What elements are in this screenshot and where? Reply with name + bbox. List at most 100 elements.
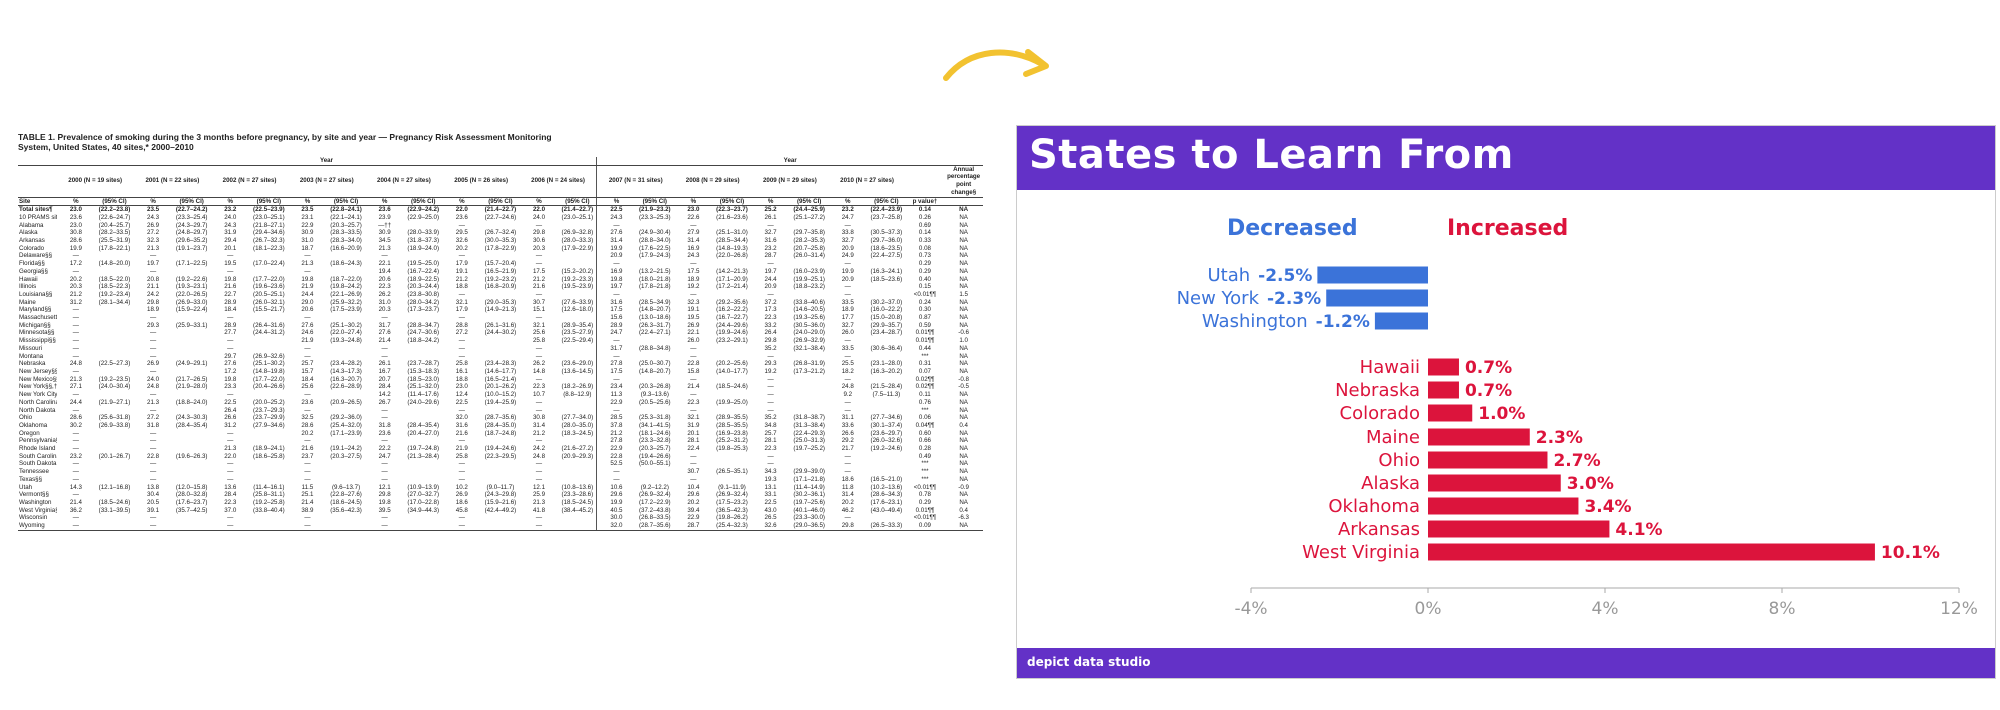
table-cell: (15.9–21.6)	[484, 498, 517, 506]
table-cell: 20.7	[378, 375, 391, 383]
table-cell: -0.5	[958, 383, 969, 391]
category-label: Oklahoma	[1328, 496, 1420, 517]
table-cell: 33.8	[841, 229, 854, 237]
table-cell: (23.8–30.8)	[407, 290, 440, 298]
table-cell: NA	[959, 445, 968, 453]
table-pvalue-header: p value†	[905, 197, 945, 207]
table-cell: —	[535, 252, 543, 260]
table-cell: —	[690, 452, 697, 460]
table-row: Texas§§ — — — — — — — — — 19.3 (17.1–21.8) 18.6 (16.5…	[18, 475, 983, 484]
table-cell: 18.9	[687, 275, 700, 283]
table-cell: (29.6–35.2)	[175, 237, 208, 245]
table-cell: 24.0	[147, 375, 160, 383]
table-cell: (20.1–26.7)	[98, 452, 131, 460]
table-cell: (25.1–30.2)	[330, 321, 362, 329]
table-cell: (24.7–30.6)	[407, 329, 440, 337]
table-cell: (19.3–23.1)	[175, 283, 208, 291]
table-cell: 23.9	[378, 213, 391, 221]
table-cell	[172, 345, 211, 353]
table-cell: —	[458, 290, 465, 298]
table-cell: (26.8–33.5)	[638, 514, 671, 522]
table-cell: (29.0–36.5)	[789, 522, 829, 531]
table-cell: (19.5–23.9)	[561, 283, 594, 291]
table-cell: 31.9	[687, 421, 700, 429]
table-cell: (31.3–38.4)	[793, 421, 825, 429]
table-cell: 22.0	[532, 206, 546, 214]
table-row: South Dakota Tribal§§,§§§ — — — — — — — 52.5(50.…	[18, 460, 983, 469]
table-row: Rhode Island — — 21.3 (18.9–24.1) 21.6 (19.1–2…	[18, 445, 983, 453]
table-cell: NA	[959, 283, 968, 291]
table-cell: 10.7	[532, 391, 546, 399]
table-cell: —	[844, 337, 851, 345]
table-cell: —	[535, 375, 543, 383]
table-cell: (25.1–30.2)	[253, 360, 285, 368]
table-cell: (21.3–28.4)	[407, 452, 440, 460]
x-tick-label: 0%	[1415, 599, 1442, 619]
table-cell	[481, 314, 520, 322]
table-cell: (23.7–29.3)	[253, 406, 285, 414]
table-cell: 17.2	[224, 367, 237, 375]
table-cell: (20.0–25.2)	[253, 398, 285, 406]
bar-alaska	[1428, 474, 1561, 492]
table-cell: —	[844, 398, 851, 406]
table-cell	[95, 391, 134, 399]
table-cell: (23.7–25.8)	[870, 213, 903, 221]
table-cell: 29.7	[224, 352, 237, 360]
table-cell: 20.9	[764, 283, 777, 291]
data-label: 4.1%	[1615, 520, 1662, 540]
table-site-cell: Louisiana§§	[19, 290, 53, 298]
table-cell: 0.87	[918, 314, 931, 322]
table-cell: 24.4	[301, 290, 314, 298]
table-cell: 35.2	[764, 414, 777, 422]
table-cell: (18.9–24.1)	[253, 445, 285, 453]
bar-ohio	[1428, 451, 1548, 469]
legend-decreased: Decreased	[1227, 216, 1358, 241]
table-cell: —	[381, 475, 388, 483]
table-cell: 23.5	[147, 206, 160, 214]
table-cell: 33.2	[764, 321, 777, 329]
table-site-cell: Rhode Island	[19, 445, 56, 453]
table-cell: (17.6–22.5)	[638, 244, 671, 252]
table-cell: (10.2–13.6)	[870, 483, 903, 491]
table-cell	[713, 353, 752, 361]
table-apc-header: Annual percentage point change§	[944, 165, 983, 198]
table-cell: (16.5–21.4)	[484, 375, 517, 383]
table-cell: (20.9–29.3)	[561, 452, 594, 460]
table-cell	[172, 522, 211, 531]
table-cell	[558, 468, 597, 476]
table-cell	[250, 314, 289, 322]
table-cell: 23.6	[378, 429, 391, 437]
table-cell: —	[227, 475, 234, 483]
table-cell: 20.2	[69, 275, 82, 283]
table-cell: (14.8–19.8)	[253, 367, 285, 375]
table-cell: (10.8–13.6)	[561, 483, 594, 491]
table-cell: (23.4–28.3)	[484, 360, 517, 368]
table-cell: 25.8	[455, 452, 468, 460]
table-cell: (19.8–24.2)	[330, 283, 362, 291]
table-cell: 16.9	[687, 244, 700, 252]
table-cell: (25.8–31.1)	[253, 491, 285, 499]
table-year-2008: 2008 (N = 29 sites)	[674, 165, 752, 198]
data-label: 3.4%	[1584, 497, 1631, 517]
table-row: Mississippi§§ — — — 21.9 (19.3–24.8) 21.4 (18.8…	[18, 337, 983, 345]
table-row: Pennsylvania§§ — — — — — — — 27.8(23.3–32.8) 28.1…	[18, 437, 983, 446]
table-cell: (10.9–13.9)	[407, 483, 440, 491]
table-cell	[636, 353, 675, 361]
bar-arkansas	[1428, 520, 1610, 538]
table-cell: (26.9–33.8)	[98, 421, 131, 429]
table-cell: 46.2	[841, 506, 854, 514]
table-cell: —	[72, 460, 79, 468]
table-cell: NA	[959, 475, 968, 483]
table-cell	[713, 391, 752, 399]
table-cell: 20.8	[147, 275, 160, 283]
table-site-cell: New York§§,†††	[19, 383, 57, 391]
table-cell: (29.2–35.6)	[716, 298, 748, 306]
table-cell: 23.2	[69, 452, 82, 460]
table-cell	[481, 353, 520, 361]
table-cell: 23.0	[455, 383, 468, 391]
table-cell: —	[227, 468, 234, 476]
table-cell: (28.5–35.5)	[716, 421, 748, 429]
table-row: Washington 21.4 (18.5–24.6) 20.5 (17.6–23.7)…	[18, 498, 983, 507]
table-cell: —	[304, 352, 311, 360]
table-cell: 0.49	[918, 452, 931, 460]
